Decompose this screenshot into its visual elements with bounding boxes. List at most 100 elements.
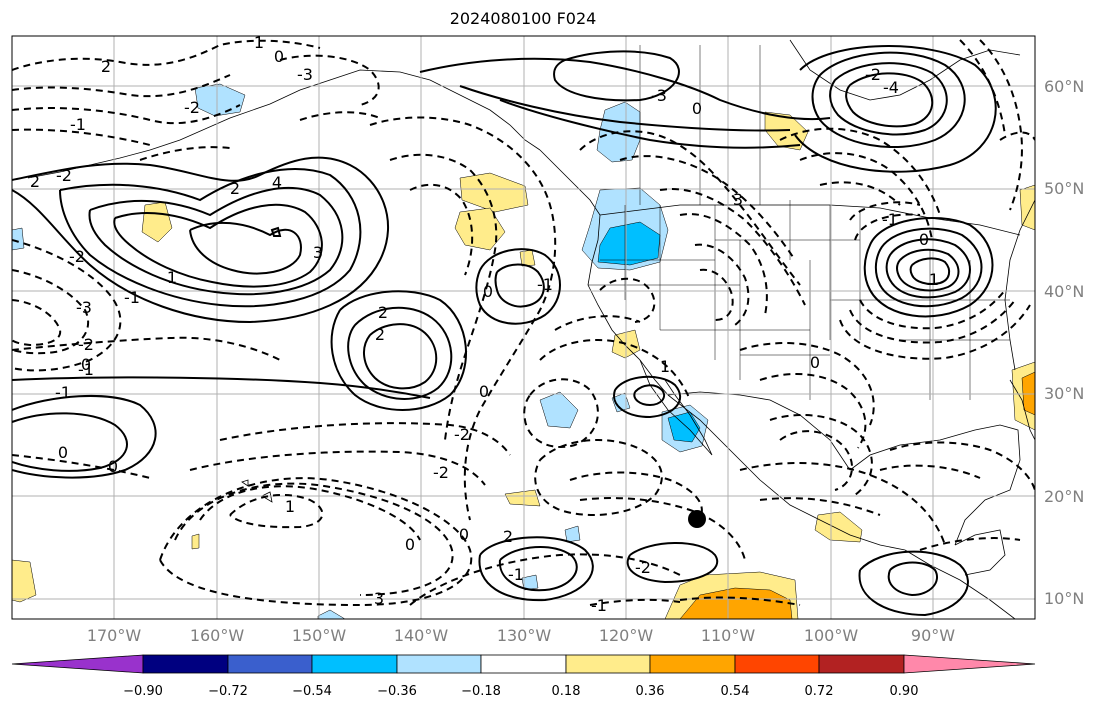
contour-label: 1 (929, 270, 939, 289)
coastlines (27, 39, 1035, 619)
yellow-shade-small-1 (519, 249, 536, 267)
colorbar-tick-label: −0.36 (377, 684, 417, 699)
map-frame (11, 35, 1036, 620)
contour-label: 3 (374, 589, 384, 608)
contour-label: -1 (70, 115, 86, 134)
bc-coast (539, 149, 601, 216)
contour-label: -2 (454, 425, 470, 444)
blue-shade-small-4 (521, 574, 539, 591)
positive-contours (12, 45, 997, 617)
blue-shade-small-2 (564, 525, 581, 543)
contour-label: -3 (651, 86, 667, 105)
lat-label: 20°N (1044, 487, 1085, 506)
colorbar-tick-label: 0.36 (635, 684, 665, 699)
contour-label: 0 (274, 47, 284, 66)
lon-label: 110°W (700, 626, 756, 645)
lat-label: 30°N (1044, 384, 1085, 403)
gridlines (12, 36, 1035, 619)
contour-label: 4 (272, 173, 282, 192)
colorbar-tick-label: −0.90 (123, 684, 163, 699)
blue-shade-baja-west (539, 391, 579, 429)
hawaii-2 (241, 479, 249, 487)
florida (1009, 379, 1035, 441)
colorbar-bin (818, 654, 905, 674)
lon-label: 150°W (291, 626, 347, 645)
lat-label: 50°N (1044, 179, 1085, 198)
lon-label: 120°W (598, 626, 654, 645)
contour-label: -2 (69, 247, 85, 266)
contour-label: 1 (285, 497, 295, 516)
contour-label: -3 (76, 298, 92, 317)
lon-label: 170°W (86, 626, 142, 645)
blue-shade-edge (12, 227, 25, 251)
colorbar-tick-label: −0.72 (208, 684, 248, 699)
hawaii-1 (261, 491, 273, 503)
contour-label: -1 (508, 565, 524, 584)
colorbar (11, 654, 1036, 674)
colorbar-tick-label: 0.90 (889, 684, 919, 699)
contour-label: 0 (405, 535, 415, 554)
contour-label: 1 (660, 357, 670, 376)
lat-label: 10°N (1044, 589, 1085, 608)
colorbar-bin (649, 654, 736, 674)
negative-contours (12, 39, 1035, 607)
contour-label: 0 (81, 355, 91, 374)
contour-label: -2 (433, 463, 449, 482)
contour-label: 0 (810, 353, 820, 372)
colorbar-extend-low (11, 654, 144, 674)
contour-label: 2 (378, 303, 388, 322)
lon-label: 140°W (393, 626, 449, 645)
gulf-of-mexico-coast (849, 424, 1021, 546)
lon-label: 90°W (910, 626, 956, 645)
contour-label: -1 (55, 383, 71, 402)
colorbar-bin (227, 654, 313, 674)
contour-label: -1 (78, 360, 94, 379)
contour-label: 0 (483, 282, 493, 301)
contour-label: -2 (865, 65, 881, 84)
yellow-shade-west-edge (12, 559, 37, 603)
contour-label: -3 (297, 65, 313, 84)
colorbar-tick-label: 0.18 (551, 684, 581, 699)
colorbar-bin (480, 654, 567, 674)
colorbar-tick-label: −0.54 (292, 684, 332, 699)
map-title: 2024080100 F024 (449, 9, 597, 28)
contour-label: 0 (919, 230, 929, 249)
colorbar-tick-label: 0.72 (804, 684, 834, 699)
contour-label: -2 (635, 558, 651, 577)
us-canada-border (599, 204, 1021, 236)
colorbar-bin (565, 654, 651, 674)
contour-label: 0 (58, 443, 68, 462)
colorbar-extend-high (903, 654, 1036, 674)
lat-label: 60°N (1044, 77, 1085, 96)
colorbar-tick-label: −0.18 (461, 684, 501, 699)
colorbar-bin (734, 654, 820, 674)
alaska-coast (149, 69, 541, 151)
colorbar-bin (396, 654, 482, 674)
yellow-shade-gulf-alaska-1 (459, 172, 529, 213)
contour-label: -1 (882, 210, 898, 229)
contour-label: 2 (503, 527, 513, 546)
shaded-anomalies (12, 83, 1035, 619)
station-dot-icon (688, 510, 706, 528)
yellow-shade-tiny (191, 533, 200, 550)
contour-label: -1 (591, 596, 607, 615)
us-west-coast (587, 214, 669, 396)
yellow-shade-subtropic (504, 489, 541, 507)
mexico-west-coast (667, 394, 906, 551)
contour-label: 3 (733, 190, 743, 209)
us-east-coast (1004, 199, 1035, 371)
contour-label: -1 (537, 275, 553, 294)
contour-labels: 2 1 0 -2 -3 -1 2 4 3 -2 -1 1 -2 2 -3 -2 … (30, 33, 939, 615)
contour-label: 0 (692, 99, 702, 118)
contour-label: 2 (101, 57, 111, 76)
contour-label: 1 (254, 33, 264, 52)
contour-label: 2 (230, 179, 240, 198)
colorbar-tick-label: 0.54 (720, 684, 750, 699)
contour-label: -2 (56, 166, 72, 185)
blue-shade-bc (596, 101, 641, 163)
yellow-shade-gulf-alaska-2 (454, 207, 506, 251)
orange-shade-south (679, 587, 793, 619)
blue-shade-alaska (194, 83, 246, 117)
contour-label: -1 (124, 288, 140, 307)
yellow-shade-northwest (141, 201, 173, 243)
